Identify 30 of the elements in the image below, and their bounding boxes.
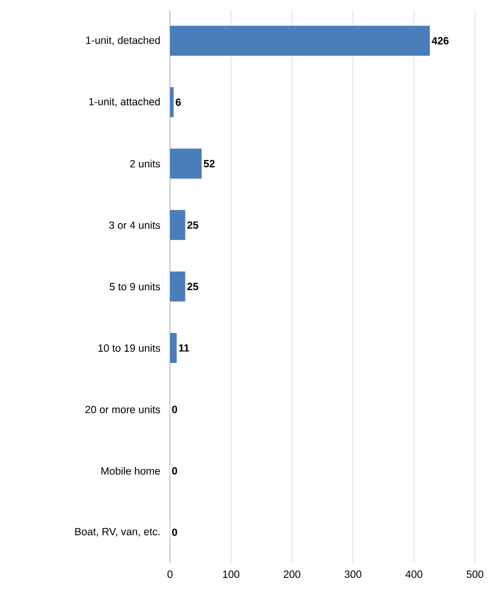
x-tick-label: 300 <box>344 570 362 578</box>
bar <box>170 272 186 302</box>
x-tick-label: 500 <box>466 570 484 578</box>
data-label: 52 <box>204 160 215 168</box>
data-label: 25 <box>187 282 198 290</box>
data-label: 6 <box>176 98 181 106</box>
x-tick-label: 400 <box>406 570 422 578</box>
data-label: 25 <box>187 221 198 229</box>
bar <box>170 87 174 118</box>
data-label: 0 <box>172 528 178 536</box>
bar <box>170 210 186 240</box>
bar <box>170 332 177 363</box>
y-tick-label: Mobile home <box>101 467 160 475</box>
x-tick-label: 200 <box>284 570 300 578</box>
data-label: 0 <box>172 406 178 414</box>
bar <box>170 148 202 179</box>
data-label: 426 <box>432 37 449 44</box>
y-tick-label: Boat, RV, van, etc. <box>75 528 160 537</box>
y-tick-label: 10 to 19 units <box>98 344 160 352</box>
x-tick-label: 0 <box>167 570 172 578</box>
y-tick-label: 1-unit, attached <box>89 98 160 107</box>
y-tick-label: 3 or 4 units <box>109 221 160 229</box>
data-label: 11 <box>179 344 190 352</box>
bar <box>170 26 430 56</box>
data-label: 0 <box>172 467 178 475</box>
y-tick-label: 2 units <box>130 160 160 168</box>
y-tick-label: 1-unit, detached <box>86 36 160 46</box>
y-tick-label: 20 or more units <box>85 406 160 414</box>
y-tick-label: 5 to 9 units <box>110 282 160 290</box>
x-tick-label: 100 <box>223 570 240 578</box>
